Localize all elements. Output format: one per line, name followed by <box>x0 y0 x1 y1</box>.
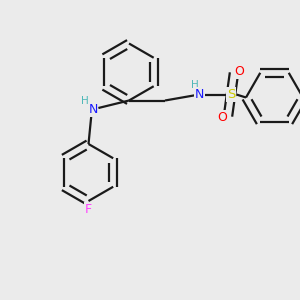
Text: O: O <box>235 65 244 78</box>
Text: S: S <box>227 88 235 101</box>
Text: N: N <box>195 88 204 101</box>
Text: N: N <box>88 103 98 116</box>
Text: H: H <box>191 80 199 90</box>
Text: O: O <box>218 111 227 124</box>
Text: F: F <box>85 203 92 216</box>
Text: H: H <box>81 96 88 106</box>
